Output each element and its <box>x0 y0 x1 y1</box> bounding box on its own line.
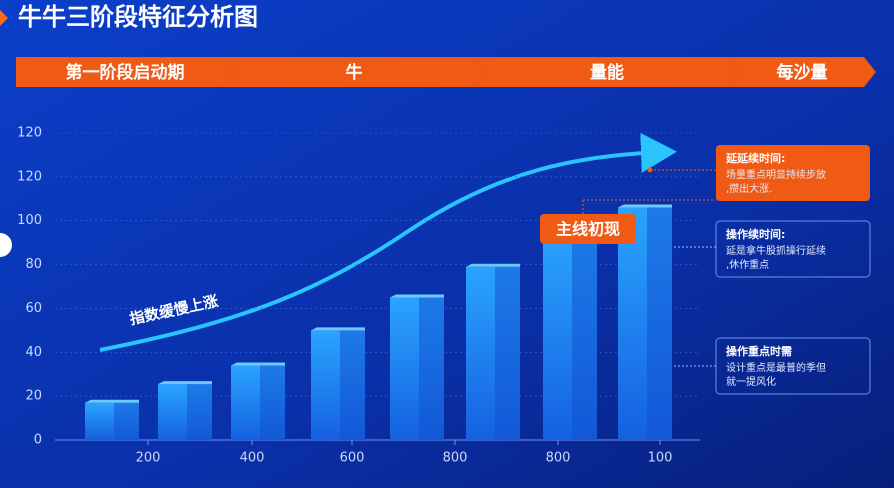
note-box <box>716 145 870 201</box>
note-text-line: 延是拿牛股抓操行延续 <box>726 244 826 257</box>
y-tick-label: 100 <box>17 213 42 228</box>
stage-arrow <box>222 57 486 87</box>
x-tick-label: 400 <box>240 451 265 466</box>
bar-top <box>466 263 520 267</box>
y-tick-label: 60 <box>25 301 42 316</box>
bar-top <box>85 399 139 403</box>
note-text-line: 就一提风化 <box>726 375 776 388</box>
bar-top <box>231 362 285 366</box>
note-text: 场量重点明显持续步放,攒出大涨. <box>726 168 826 195</box>
bar-side <box>572 231 597 440</box>
bar-top <box>158 381 212 385</box>
stage-banner: 第一阶段启动期 牛 量能 每沙量 <box>16 57 876 87</box>
note-title: 操作续时间: <box>726 227 785 241</box>
stage-label: 牛 <box>346 62 363 83</box>
note-title: 延延续时间: <box>725 151 785 165</box>
notes: 延延续时间: 场量重点明显持续步放,攒出大涨. 操作续时间: 延是拿牛股抓操行延续,休… <box>647 145 871 395</box>
note-text-line: 场量重点明显持续步放 <box>726 168 826 181</box>
side-dot <box>0 233 12 257</box>
x-tick-label: 200 <box>136 451 161 466</box>
bar-side <box>114 402 139 440</box>
bar-side <box>260 365 285 440</box>
bar-side <box>419 297 444 440</box>
note-title: 操作重点时需 <box>726 344 792 358</box>
stage-label: 量能 <box>590 62 624 83</box>
bar-top <box>618 204 672 208</box>
note-text: 延是拿牛股抓操行延续,休作重点 <box>726 244 826 271</box>
stage-arrow <box>728 57 876 87</box>
trend-curve <box>99 132 677 352</box>
note-text-line: 设计重点是最普的季但 <box>726 361 826 374</box>
y-tick-label: 120 <box>17 126 42 141</box>
bar-side <box>495 266 520 440</box>
bar-top <box>390 294 444 298</box>
stage-label: 每沙量 <box>777 62 828 83</box>
stage-arrow <box>474 57 740 87</box>
y-tick-label: 0 <box>34 433 42 448</box>
x-tick-label: 100 <box>648 451 673 466</box>
highlight-label: 主线初现 <box>556 220 620 239</box>
y-tick-label: 80 <box>25 257 42 272</box>
y-tick-label: 20 <box>25 389 42 404</box>
x-tick-label: 600 <box>340 451 365 466</box>
note-text-line: ,攒出大涨. <box>726 182 772 195</box>
bar-side <box>647 207 672 440</box>
bar-side <box>187 384 212 440</box>
chart-title: 牛牛三阶段特征分析图 <box>18 3 258 31</box>
bar-top <box>311 327 365 331</box>
title-marker <box>0 10 8 26</box>
stage-label: 第一阶段启动期 <box>66 62 185 83</box>
note-text-line: ,休作重点 <box>726 258 769 271</box>
highlight-box <box>540 214 636 244</box>
note-box <box>715 220 871 278</box>
note-text: 设计重点是最普的季但就一提风化 <box>726 361 826 388</box>
x-tick-label: 800 <box>443 451 468 466</box>
stage-arrow <box>16 57 234 87</box>
y-tick-label: 120 <box>17 169 42 184</box>
x-tick-label: 800 <box>546 451 571 466</box>
y-tick-label: 40 <box>25 345 42 360</box>
bar-side <box>340 330 365 440</box>
note-dot <box>647 167 653 173</box>
